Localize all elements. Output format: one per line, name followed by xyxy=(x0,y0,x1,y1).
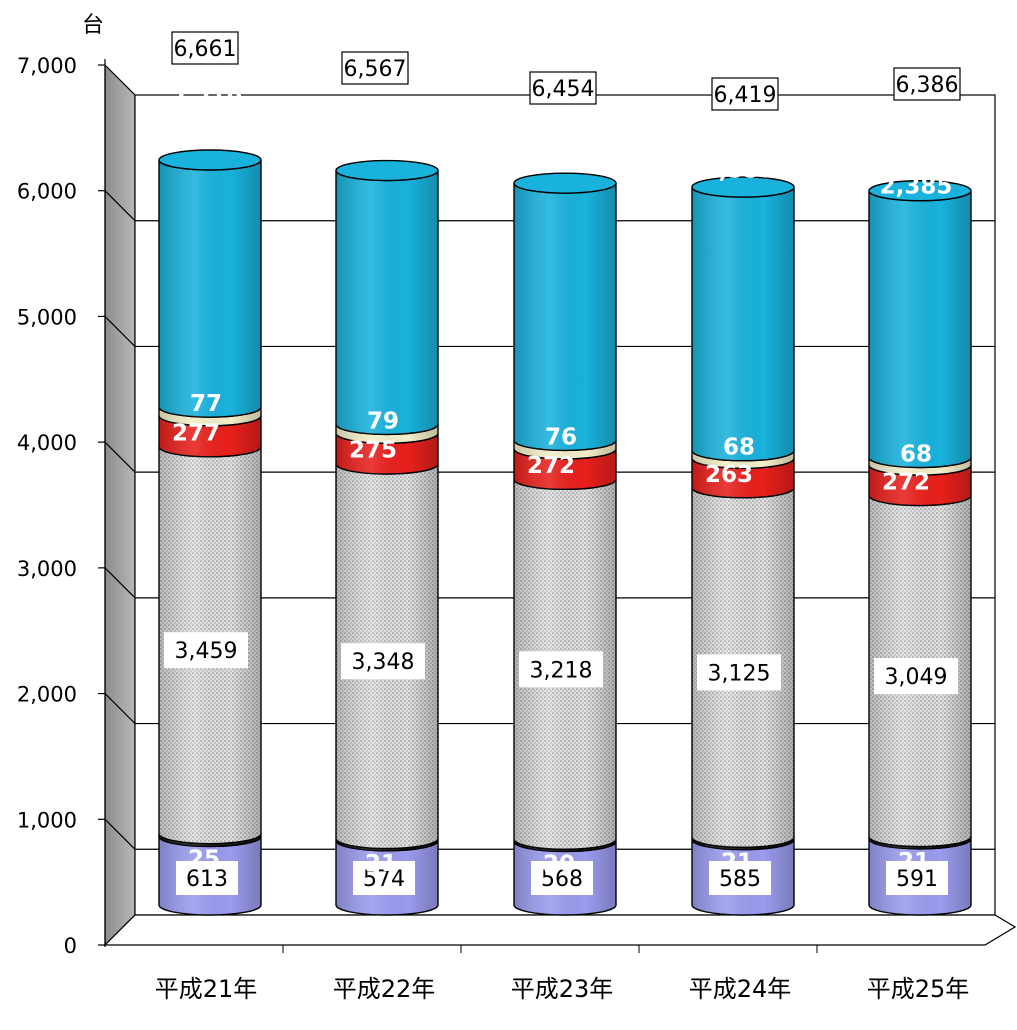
gridline-depth xyxy=(104,441,136,473)
gridline-depth xyxy=(104,818,136,850)
bar-segment-shading xyxy=(159,407,261,426)
bar-segment-shading xyxy=(336,170,438,435)
total-label-text: 6,386 xyxy=(896,73,959,98)
gridline-depth xyxy=(104,693,136,724)
x-tick-label: 平成24年 xyxy=(689,975,792,1003)
data-label-text: 574 xyxy=(363,867,405,892)
data-label: 3,459 xyxy=(164,632,248,669)
bar-segment-shading xyxy=(692,458,794,498)
data-label: 585 xyxy=(709,861,771,895)
total-label-text: 6,419 xyxy=(714,83,777,108)
data-label: 76 xyxy=(545,424,577,450)
y-tick-label: 2,000 xyxy=(17,683,77,707)
total-label: 6,419 xyxy=(711,77,779,111)
total-label: 6,386 xyxy=(893,67,961,101)
data-label-text: 3,459 xyxy=(175,639,238,664)
x-tick-label: 平成22年 xyxy=(333,975,436,1003)
bar-segment-shading xyxy=(869,190,971,468)
bar-segment-shading xyxy=(692,450,794,469)
x-tick-label: 平成25年 xyxy=(867,975,970,1003)
data-label: 21 xyxy=(365,851,397,877)
data-label: 275 xyxy=(349,438,397,464)
bar-segment-shading xyxy=(692,187,794,461)
data-label: 568 xyxy=(531,861,593,895)
bar-segment-shading xyxy=(159,160,261,418)
data-label: 613 xyxy=(176,861,238,895)
floor xyxy=(103,914,1017,946)
bar-segment-shading xyxy=(514,183,616,451)
bar-segment-shading xyxy=(869,457,971,476)
total-label-text: 6,661 xyxy=(174,37,237,62)
data-label: 2,270 xyxy=(347,113,420,139)
data-label: 20 xyxy=(543,851,575,877)
y-axis-unit-label: 台 xyxy=(82,13,104,38)
data-label: 2,385 xyxy=(880,174,953,200)
data-label: 574 xyxy=(353,861,415,895)
data-label-text: 585 xyxy=(719,867,761,892)
bar-segment-shading xyxy=(159,415,261,457)
data-label-text: 3,348 xyxy=(352,650,415,675)
side-wall xyxy=(104,63,136,947)
data-label-text: 568 xyxy=(541,867,583,892)
data-label: 2,300 xyxy=(525,138,598,164)
data-label: 68 xyxy=(900,442,932,468)
bar-cap xyxy=(691,176,795,198)
data-label: 3,218 xyxy=(519,651,603,688)
gridline-depth xyxy=(104,316,136,347)
bar-segment-shading xyxy=(336,424,438,444)
bar-segment-shading xyxy=(514,440,616,459)
data-label: 79 xyxy=(367,408,399,434)
data-label: 68 xyxy=(723,435,755,461)
total-label-text: 6,567 xyxy=(344,57,407,82)
gridline-depth xyxy=(104,567,136,599)
data-label: 25 xyxy=(188,846,220,872)
data-label: 272 xyxy=(527,453,575,479)
y-tick-label: 0 xyxy=(64,934,77,958)
total-label-text: 6,454 xyxy=(532,77,595,102)
data-label: 77 xyxy=(190,391,222,417)
data-labels: 613253,459277772,210574213,348275792,270… xyxy=(164,87,958,895)
data-label-text: 3,049 xyxy=(885,665,948,690)
data-label: 277 xyxy=(172,420,220,446)
data-label: 272 xyxy=(882,469,930,495)
data-label: 3,125 xyxy=(697,654,781,691)
data-label: 2,210 xyxy=(170,87,243,113)
bar-segment-shading xyxy=(514,448,616,490)
data-label: 21 xyxy=(898,849,930,875)
data-label-text: 613 xyxy=(186,867,228,892)
total-label: 6,661 xyxy=(171,31,239,65)
bar-cap xyxy=(868,180,972,202)
y-tick-label: 1,000 xyxy=(17,808,77,832)
x-axis-labels: 平成21年 平成22年 平成23年 平成24年 平成25年 xyxy=(155,945,970,1003)
y-axis-ticks: 0 1,000 2,000 3,000 4,000 5,000 6,000 7,000 xyxy=(17,54,105,958)
data-label-text: 3,218 xyxy=(530,658,593,683)
total-label: 6,567 xyxy=(341,51,409,85)
bar-cap xyxy=(158,149,262,171)
y-tick-label: 3,000 xyxy=(17,557,77,581)
data-label-text: 3,125 xyxy=(708,661,771,686)
bar-segment-shading xyxy=(869,465,971,506)
bar-cap xyxy=(513,172,617,194)
x-tick-label: 平成21年 xyxy=(155,975,258,1003)
total-label: 6,454 xyxy=(529,71,597,105)
gridline-depth xyxy=(104,190,136,222)
y-tick-label: 5,000 xyxy=(17,305,77,329)
data-label: 263 xyxy=(705,462,753,488)
x-tick-label: 平成23年 xyxy=(511,975,614,1003)
y-tick-label: 6,000 xyxy=(17,180,77,204)
bar-cap xyxy=(335,159,439,182)
data-label: 2,357 xyxy=(703,158,776,184)
total-labels: 6,661 6,567 6,454 6,419 6,386 xyxy=(171,31,961,111)
bar-segment-shading xyxy=(159,833,261,847)
y-tick-label: 4,000 xyxy=(17,431,77,455)
data-label: 21 xyxy=(721,850,753,876)
data-label: 3,348 xyxy=(341,643,425,680)
bar-segment-shading xyxy=(336,433,438,474)
data-label: 3,049 xyxy=(874,658,958,695)
data-label: 591 xyxy=(886,861,948,895)
y-tick-label: 7,000 xyxy=(17,54,77,78)
data-label-text: 591 xyxy=(896,867,938,892)
